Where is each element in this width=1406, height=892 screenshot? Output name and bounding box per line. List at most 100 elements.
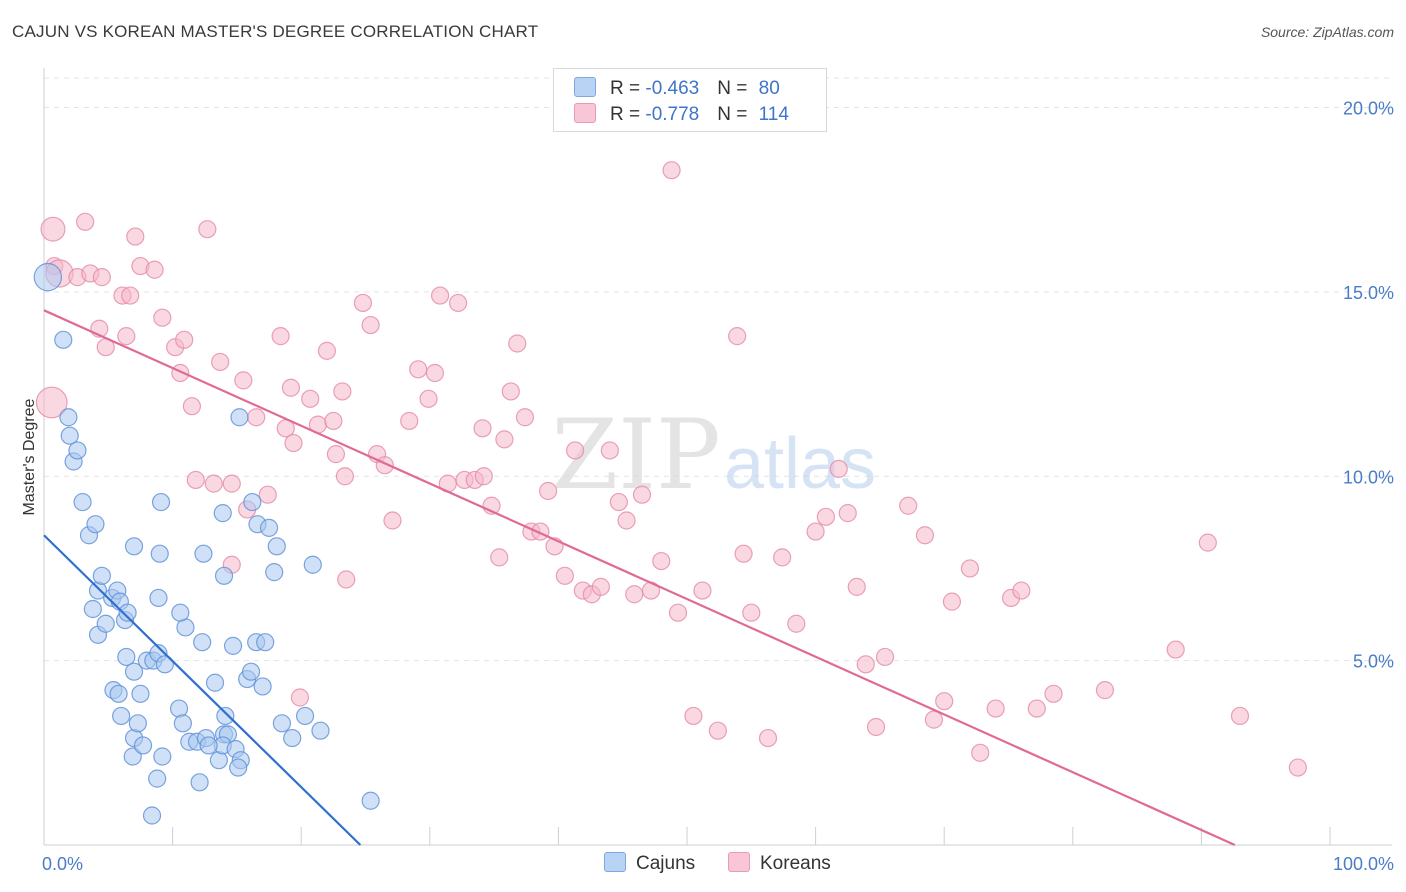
- cajun-point-35: [148, 769, 167, 788]
- cajun-point-0: [33, 262, 63, 292]
- korean-point-112: [1044, 684, 1063, 703]
- korean-point-100: [875, 647, 895, 667]
- cajun-point-63: [230, 408, 249, 427]
- cajun-point-21: [109, 684, 128, 703]
- korean-point-48: [383, 511, 402, 530]
- cajun-point-39: [149, 588, 168, 608]
- korean-point-74: [591, 577, 610, 596]
- cajun-point-29: [133, 736, 153, 755]
- cajun-swatch: [574, 77, 596, 97]
- korean-point-78: [625, 585, 644, 604]
- y-tick-label-0: 5.0%: [1353, 652, 1394, 672]
- cajun-point-61: [214, 566, 234, 585]
- cajun-point-10: [92, 566, 111, 585]
- cajun-point-23: [124, 662, 144, 681]
- korean-point-21: [186, 470, 205, 490]
- cajun-point-74: [272, 714, 292, 733]
- korean-point-82: [662, 161, 681, 180]
- cajun-point-26: [123, 747, 142, 766]
- korean-point-99: [866, 717, 886, 737]
- korean-point-0: [40, 216, 66, 242]
- cajun-point-46: [193, 633, 212, 652]
- axes: [43, 68, 1392, 846]
- cajun-point-56: [190, 773, 209, 792]
- legend-item-cajuns: Cajuns: [604, 852, 695, 875]
- korean-point-90: [758, 728, 778, 748]
- korean-point-65: [515, 408, 535, 427]
- y-tick-label-1: 10.0%: [1343, 467, 1394, 487]
- korean-point-60: [473, 419, 492, 438]
- cajun-point-1: [54, 330, 73, 349]
- korean-swatch: [574, 103, 596, 123]
- cajun-point-60: [223, 636, 243, 655]
- cajun-point-11: [83, 599, 102, 619]
- korean-point-117: [1288, 758, 1307, 777]
- korean-point-98: [856, 655, 875, 674]
- korean-point-19: [175, 330, 194, 349]
- korean-point-77: [617, 511, 636, 530]
- korean-point-42: [335, 467, 355, 486]
- korean-point-62: [495, 430, 514, 449]
- cajun-point-49: [205, 673, 225, 692]
- cajun-point-19: [124, 537, 144, 556]
- cajun-point-3: [60, 426, 79, 445]
- korean-point-12: [121, 286, 140, 305]
- source-label: Source: ZipAtlas.com: [1260, 24, 1394, 40]
- korean-r-value: -0.778: [645, 104, 700, 125]
- korean-point-16: [153, 308, 172, 327]
- korean-point-63: [501, 382, 520, 401]
- korean-point-39: [324, 411, 343, 431]
- korean-point-13: [126, 227, 145, 246]
- korean-r-label: R =: [610, 104, 646, 125]
- korean-point-51: [419, 389, 438, 408]
- y-tick-labels: 5.0% 10.0% 15.0% 20.0%: [1343, 99, 1394, 672]
- korean-point-114: [1166, 640, 1185, 659]
- korean-point-61: [490, 548, 509, 567]
- cajun-point-6: [73, 492, 92, 512]
- cajun-point-2: [59, 408, 78, 427]
- korean-point-64: [508, 334, 527, 353]
- korean-point-20: [182, 397, 201, 416]
- x-tick-label-max: 100.0%: [1333, 854, 1394, 874]
- korean-point-38: [317, 341, 337, 360]
- korean-point-76: [609, 492, 628, 512]
- cajun-point-79: [361, 791, 380, 810]
- korean-point-88: [734, 544, 753, 563]
- cajun-point-34: [153, 747, 172, 766]
- cajuns-swatch: [604, 852, 626, 872]
- cajun-point-55: [199, 736, 218, 755]
- korean-point-93: [806, 522, 825, 541]
- cajun-point-78: [311, 721, 330, 740]
- korean-point-50: [409, 360, 428, 379]
- x-tick-label-min: 0.0%: [42, 854, 83, 874]
- cajun-n-value: 80: [758, 78, 780, 99]
- cajun-point-33: [155, 655, 174, 674]
- series-legend: Cajuns Koreans: [0, 852, 1406, 876]
- cajun-point-27: [112, 706, 131, 726]
- korean-point-53: [430, 286, 450, 305]
- korean-point-58: [474, 467, 493, 486]
- korean-point-55: [448, 293, 468, 313]
- korean-point-15: [145, 260, 164, 279]
- korean-point-107: [971, 743, 990, 762]
- cajun-point-13: [96, 614, 115, 633]
- cajun-point-45: [171, 603, 190, 622]
- cajun-point-70: [265, 563, 284, 582]
- korean-point-23: [204, 474, 223, 493]
- korean-n-label: N =: [717, 104, 753, 125]
- koreans-swatch: [728, 852, 750, 872]
- legend-row-cajun: R = -0.463 N = 80: [574, 77, 780, 99]
- legend-row-korean: R = -0.778 N = 114: [574, 103, 789, 125]
- korean-point-22: [198, 220, 217, 239]
- korean-n-value: 114: [758, 104, 789, 125]
- korean-point-43: [337, 570, 356, 589]
- korean-point-102: [915, 526, 935, 545]
- korean-point-11: [117, 327, 136, 346]
- cajun-point-24: [131, 684, 150, 703]
- cajun-point-71: [243, 492, 262, 512]
- cajun-point-36: [142, 806, 162, 825]
- korean-points: [35, 161, 1307, 777]
- cajun-point-37: [151, 492, 171, 512]
- korean-point-108: [986, 699, 1005, 718]
- korean-point-113: [1095, 681, 1115, 700]
